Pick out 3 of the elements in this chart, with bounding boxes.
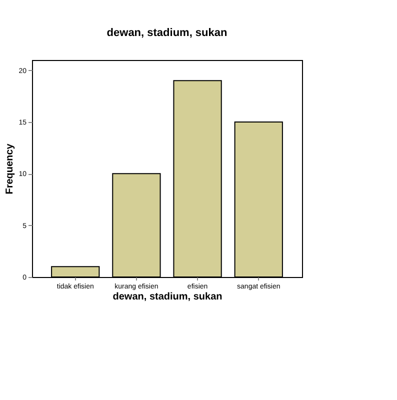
- y-axis-title: Frequency: [4, 143, 16, 194]
- x-axis-title: dewan, stadium, sukan: [112, 292, 222, 302]
- chart-title: dewan, stadium, sukan: [106, 27, 228, 39]
